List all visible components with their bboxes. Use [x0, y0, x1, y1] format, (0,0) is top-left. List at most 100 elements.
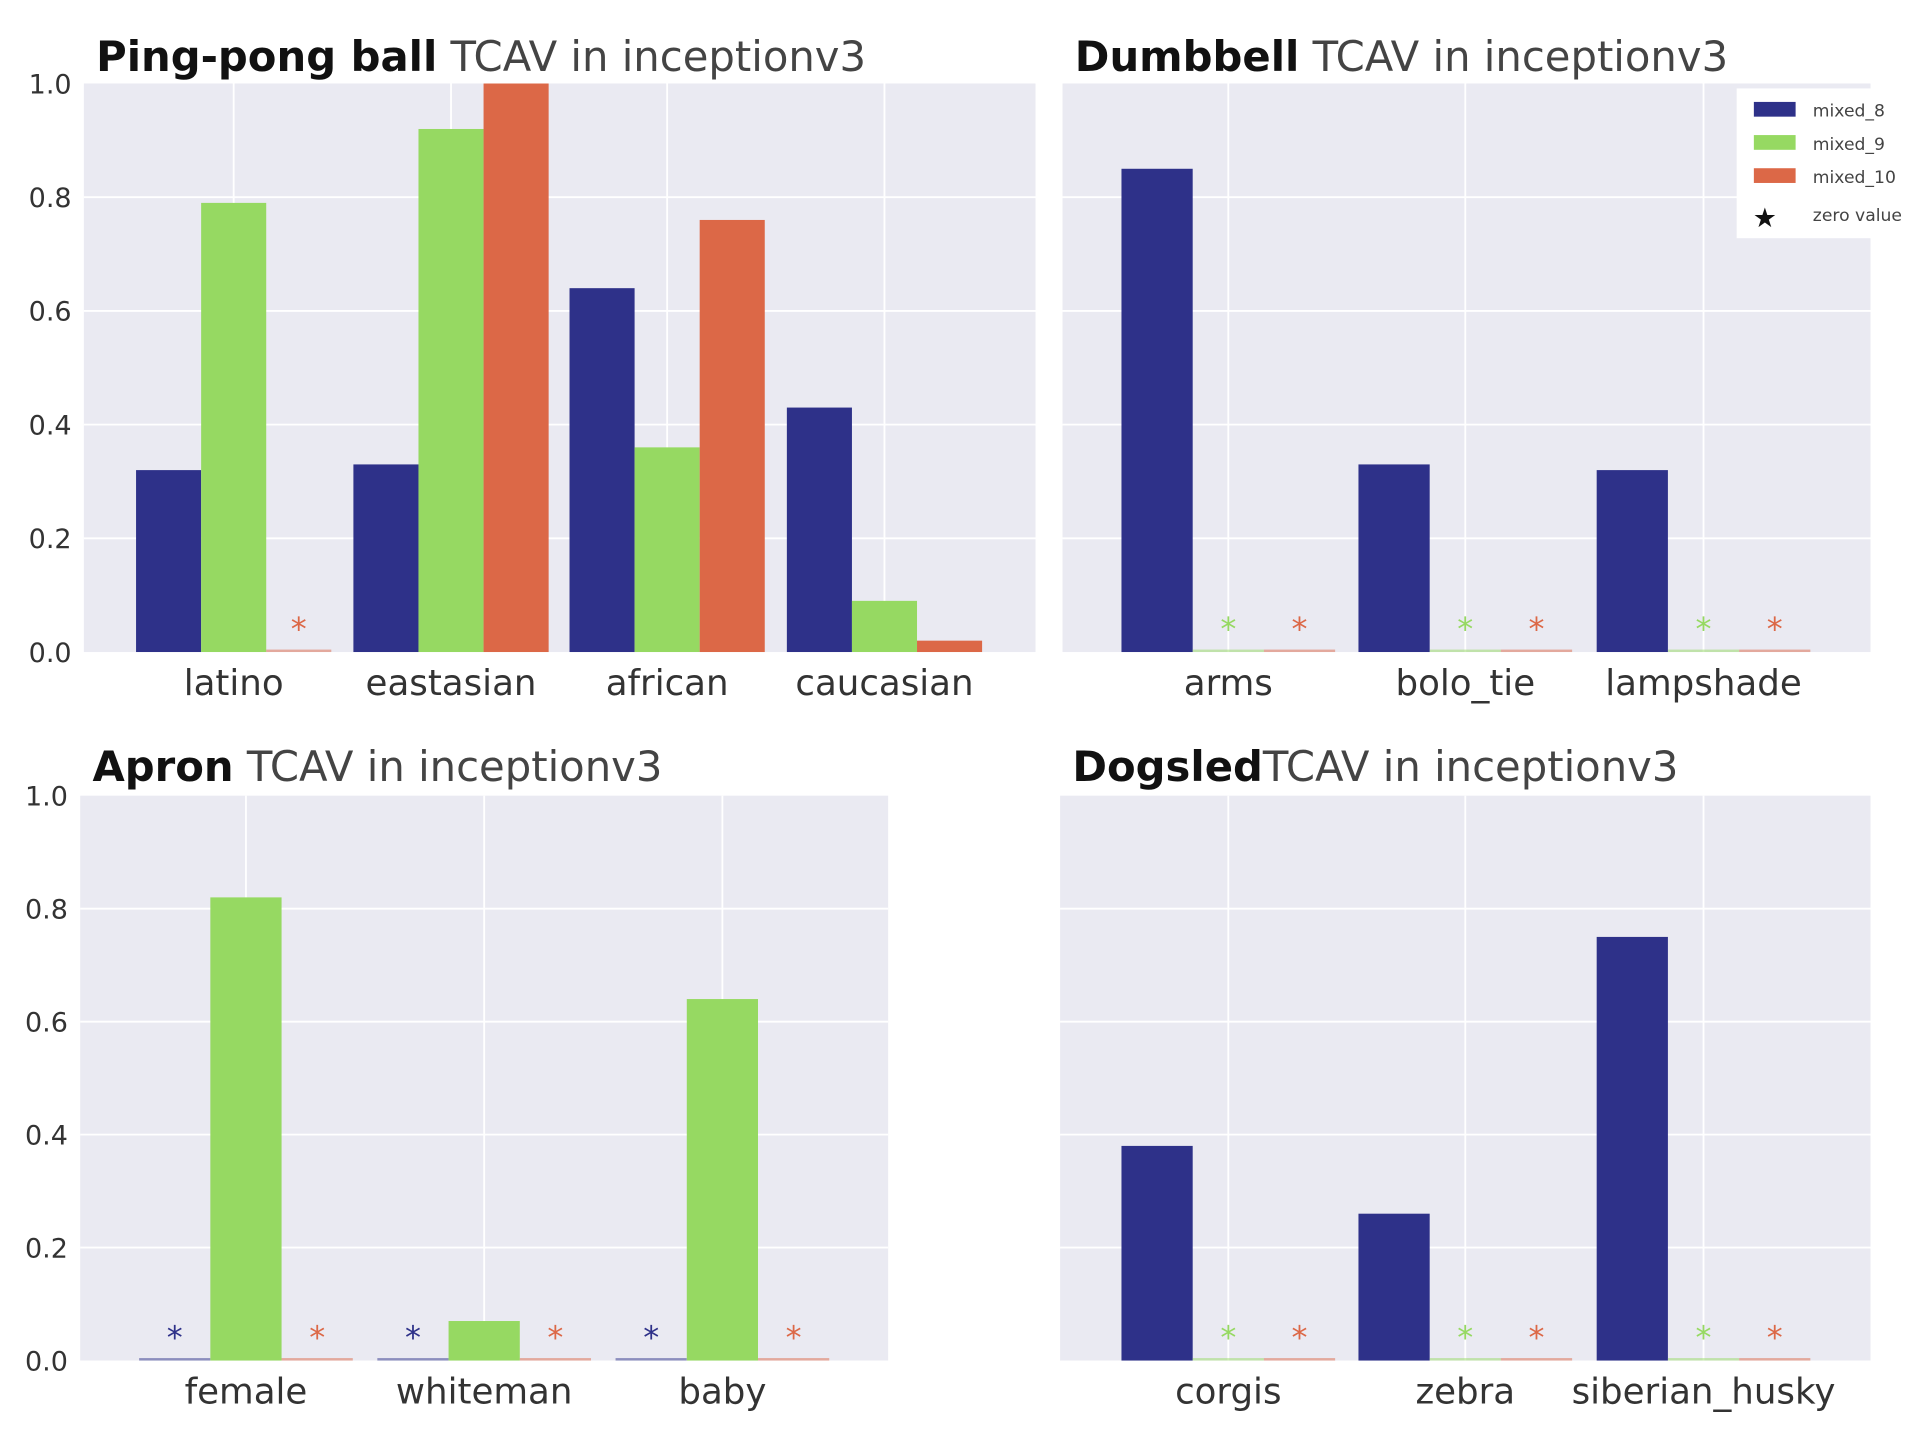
y-tick-label: 1.0	[29, 69, 72, 100]
bar-mixed_8-siberian_husky	[1596, 936, 1668, 1361]
legend: mixed_8 mixed_9 mixed_10 ★ zero value	[1736, 88, 1902, 239]
zero-value-star-mixed_10: *	[1529, 610, 1545, 648]
bar-mixed_9-baby	[686, 999, 759, 1361]
y-tick-label: 0.6	[25, 1007, 68, 1038]
zero-value-star-mixed_9: *	[1220, 610, 1236, 648]
bar-mixed_8-lampshade	[1596, 470, 1668, 653]
x-tick-label: latino	[184, 663, 284, 704]
chart-title: Apron TCAV in inceptionv3	[92, 742, 662, 791]
zero-bar-mixed_9-siberian_husky	[1667, 1358, 1740, 1361]
chart-title-bold: Ping-pong ball	[96, 32, 437, 81]
legend-swatch-mixed_8	[1753, 101, 1796, 117]
y-tick-label: 0.2	[25, 1233, 68, 1264]
zero-bar-mixed_10-siberian_husky	[1739, 1358, 1811, 1361]
x-tick-label: zebra	[1415, 1372, 1515, 1413]
bar-mixed_9-latino	[201, 202, 267, 653]
zero-value-star-mixed_9: *	[1457, 610, 1473, 648]
x-tick-label: caucasian	[795, 663, 973, 704]
chart-panel-4: DogsledTCAV in inceptionv3 * * * * * * corgis ze…	[1060, 742, 1871, 1413]
chart-title: DogsledTCAV in inceptionv3	[1072, 742, 1678, 791]
x-tick-label: lampshade	[1605, 663, 1801, 704]
zero-value-star-mixed_10: *	[1529, 1318, 1545, 1356]
x-tick-label: corgis	[1175, 1372, 1281, 1413]
x-tick-label: bolo_tie	[1395, 663, 1535, 704]
chart-panel-3: Apron TCAV in inceptionv3 0.0 0.2 0.4 0.6 0.8…	[25, 742, 889, 1413]
bar-mixed_9-female	[210, 897, 282, 1361]
legend-label-mixed_8: mixed_8	[1813, 102, 1885, 122]
bar-mixed_9-eastasian	[418, 128, 484, 653]
zero-value-star-mixed_8: *	[643, 1318, 659, 1356]
chart-panel-1: Ping-pong ball TCAV in inceptionv3 0.0 0.2…	[29, 32, 1036, 704]
y-tick-label: 1.0	[25, 782, 68, 813]
bar-mixed_10-caucasian	[917, 640, 983, 653]
chart-title-rest: TCAV in inceptionv3	[234, 742, 663, 791]
zero-value-star-mixed_10: *	[547, 1318, 563, 1356]
zero-value-star-mixed_10: *	[1767, 610, 1783, 648]
x-tick-label: siberian_husky	[1572, 1372, 1836, 1413]
y-tick-label: 0.0	[25, 1346, 68, 1377]
zero-bar-mixed_10-zebra	[1500, 1358, 1573, 1361]
zero-value-star-mixed_8: *	[405, 1318, 421, 1356]
legend-label-mixed_10: mixed_10	[1813, 168, 1896, 188]
zero-bar-mixed_10-corgis	[1263, 1358, 1336, 1361]
zero-value-star-mixed_10: *	[786, 1318, 802, 1356]
y-tick-label: 0.4	[29, 410, 72, 441]
zero-bar-mixed_10-arms	[1263, 649, 1336, 653]
legend-label-zero-value: zero value	[1813, 206, 1902, 226]
chart-title-rest: TCAV in inceptionv3	[1299, 32, 1728, 81]
bar-mixed_8-eastasian	[353, 464, 419, 653]
legend-label-mixed_9: mixed_9	[1813, 135, 1885, 155]
plot-area	[1062, 83, 1871, 653]
zero-value-star-mixed_8: *	[167, 1318, 183, 1356]
y-tick-label: 0.8	[25, 894, 68, 925]
zero-value-star-mixed_10: *	[1767, 1318, 1783, 1356]
bar-mixed_9-whiteman	[448, 1321, 520, 1361]
zero-bar-mixed_8-whiteman	[377, 1358, 449, 1361]
y-tick-label: 0.4	[25, 1120, 68, 1151]
zero-value-star-mixed_9: *	[1457, 1318, 1473, 1356]
x-tick-label: arms	[1184, 663, 1273, 704]
zero-bar-mixed_10-female	[281, 1358, 353, 1361]
x-tick-label: african	[606, 663, 729, 704]
x-tick-label: baby	[678, 1372, 766, 1413]
bar-mixed_8-zebra	[1358, 1213, 1430, 1361]
legend-swatch-mixed_9	[1753, 135, 1796, 150]
zero-bar-mixed_8-female	[139, 1358, 211, 1361]
zero-value-star-mixed_10: *	[309, 1318, 325, 1356]
zero-bar-mixed_9-zebra	[1429, 1358, 1501, 1361]
chart-title: Ping-pong ball TCAV in inceptionv3	[96, 32, 866, 81]
zero-bar-mixed_10-bolo_tie	[1500, 649, 1573, 653]
zero-bar-mixed_10-lampshade	[1739, 649, 1811, 653]
zero-bar-mixed_10-whiteman	[519, 1358, 592, 1361]
zero-value-star-mixed_9: *	[1696, 1318, 1712, 1356]
legend-swatch-mixed_10	[1753, 168, 1796, 183]
legend-star-icon: ★	[1753, 203, 1777, 234]
chart-title-bold: Dogsled	[1072, 742, 1263, 791]
zero-bar-mixed_9-corgis	[1192, 1358, 1264, 1361]
x-tick-label: whiteman	[396, 1372, 573, 1413]
y-tick-label: 0.8	[29, 183, 72, 214]
zero-value-star-mixed_9: *	[1696, 610, 1712, 648]
bar-mixed_8-bolo_tie	[1358, 464, 1430, 653]
y-tick-label: 0.6	[29, 297, 72, 328]
zero-bar-mixed_8-baby	[615, 1358, 687, 1361]
bar-mixed_8-african	[569, 288, 635, 653]
x-tick-label: female	[185, 1372, 308, 1413]
zero-bar-mixed_10-baby	[758, 1358, 830, 1361]
bar-mixed_10-african	[699, 219, 765, 653]
zero-value-star-mixed_10: *	[291, 610, 307, 648]
chart-title-rest: TCAV in inceptionv3	[437, 32, 866, 81]
chart-panel-2: Dumbbell TCAV in inceptionv3 * * * * * * arms bo…	[1062, 32, 1871, 704]
zero-bar-mixed_10-latino	[266, 649, 332, 653]
y-tick-label: 0.0	[29, 638, 72, 669]
chart-title: Dumbbell TCAV in inceptionv3	[1075, 32, 1728, 81]
bar-mixed_8-caucasian	[786, 407, 852, 653]
zero-bar-mixed_9-arms	[1192, 649, 1264, 653]
bar-mixed_8-arms	[1121, 168, 1193, 653]
zero-bar-mixed_9-lampshade	[1667, 649, 1740, 653]
bar-mixed_9-caucasian	[851, 600, 918, 653]
zero-value-star-mixed_10: *	[1292, 610, 1308, 648]
y-tick-label: 0.2	[29, 524, 72, 555]
chart-title-rest: TCAV in inceptionv3	[1262, 742, 1679, 791]
